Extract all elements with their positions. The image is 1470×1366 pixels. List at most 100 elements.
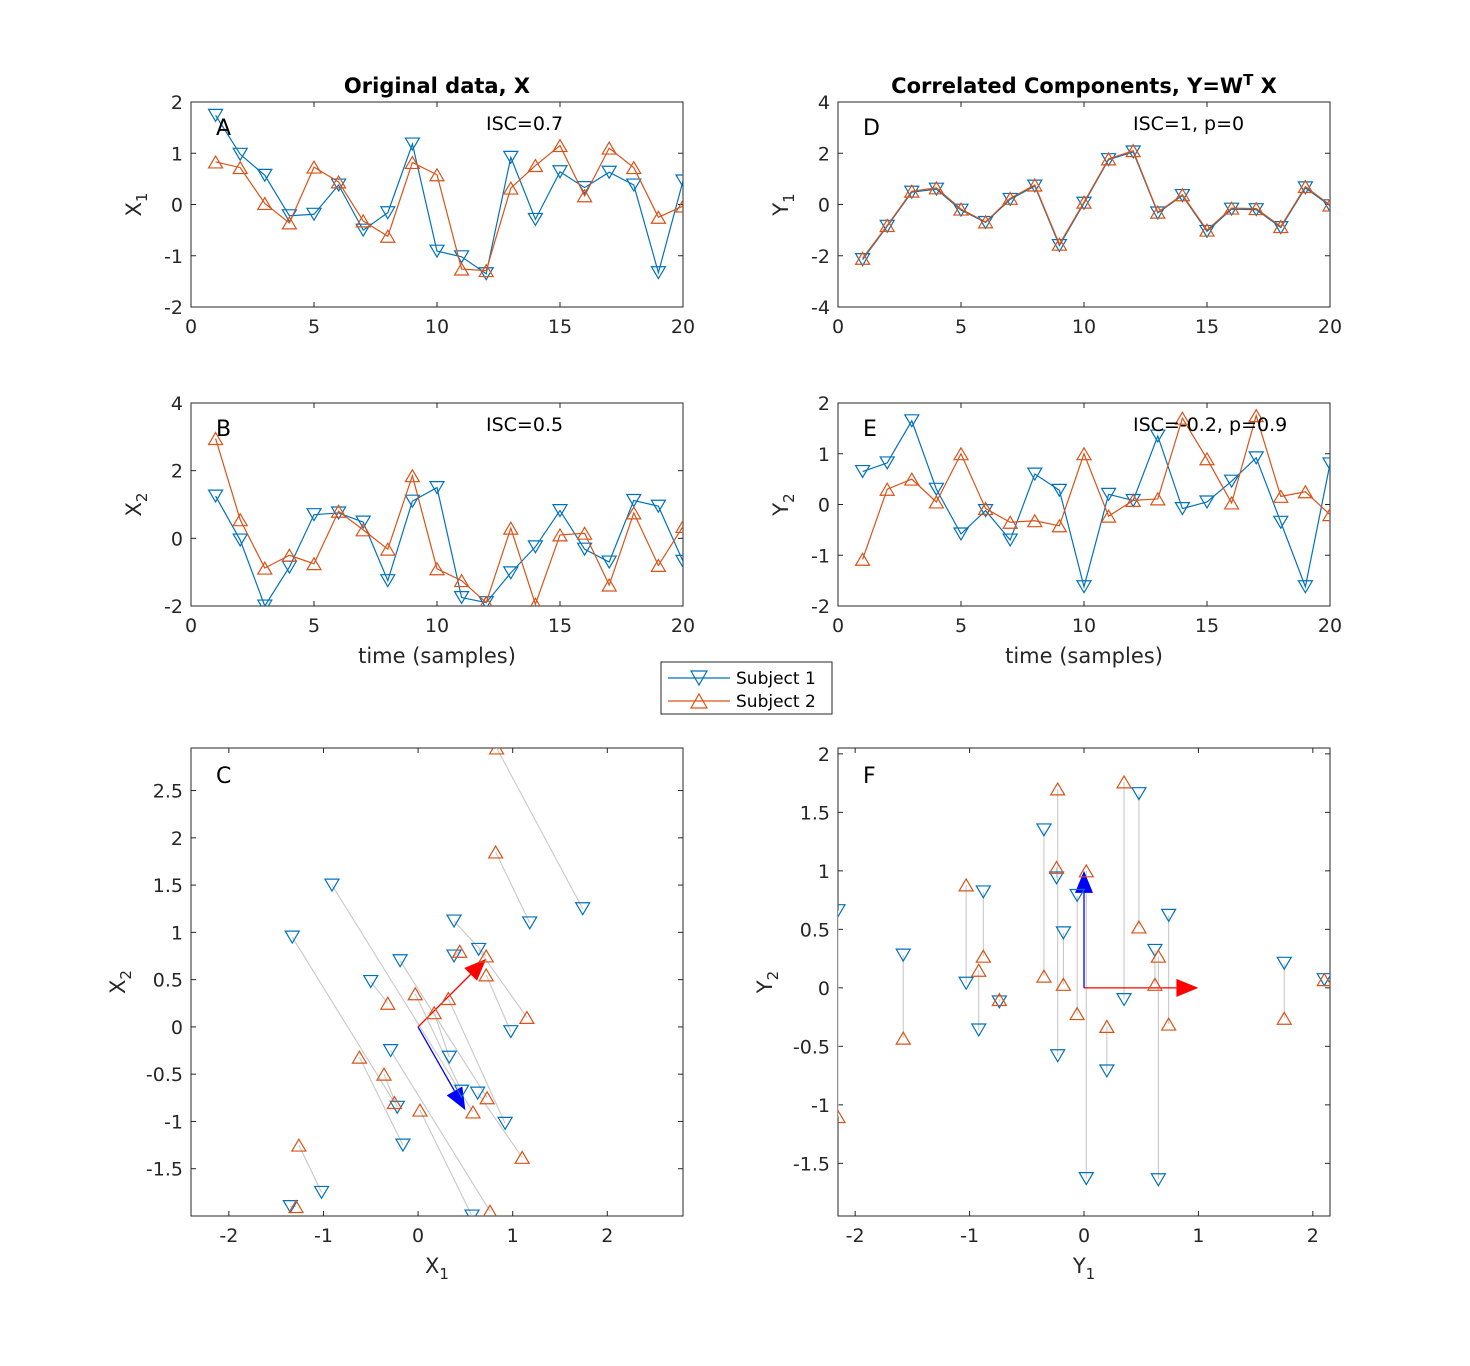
data-point-subject2 [975,949,992,963]
ytick-label-F: 1 [818,861,830,883]
data-point [207,108,224,123]
data-point-subject1 [469,1086,486,1101]
ytick-label-E: -2 [811,596,830,618]
xtick-label-E: 5 [955,615,967,637]
data-point [1002,191,1019,205]
data-point [1198,224,1216,239]
data-point [854,251,871,265]
data-point [1174,502,1191,516]
data-point-subject2 [1146,977,1163,991]
data-point [207,489,224,504]
data-point-subject2 [1035,969,1052,983]
xtick-label-A: 0 [185,316,197,338]
xtick-label-D: 10 [1072,316,1096,338]
data-point [1075,446,1093,461]
xtick-label-A: 15 [548,316,572,338]
data-point-subject2 [1116,774,1133,789]
data-point [502,566,519,580]
data-point [355,522,372,537]
data-point [977,214,994,229]
xtick-label-A: 20 [671,316,695,338]
data-point [207,431,224,446]
data-point [355,223,372,238]
data-point [1100,151,1117,166]
ytick-label-F: -1 [811,1095,830,1117]
data-point [232,160,249,175]
data-point [527,540,544,554]
chart-title-D: Correlated Components, Y=WT X [891,71,1277,98]
data-point [256,599,273,606]
data-point-subject1 [1098,1064,1115,1079]
ytick-label-D: -4 [811,297,830,319]
xtick-label-F: 2 [1307,1225,1319,1247]
data-point-subject2 [440,991,457,1006]
ytick-label-F: 1.5 [800,802,830,824]
data-point-subject2 [958,877,975,892]
data-point-subject2 [483,1204,497,1216]
panel-letter-A: A [216,116,231,141]
data-point [1051,483,1068,498]
ytick-label-C: 1 [171,922,183,944]
data-point-subject2 [1078,863,1095,878]
ytick-label-D: -2 [811,246,830,268]
data-point [1223,200,1240,215]
data-point-subject1 [453,1084,470,1099]
data-point-subject2 [478,948,495,963]
data-point [576,188,593,203]
data-point-subject1 [284,930,301,945]
axes-box-B [190,402,684,607]
data-point [232,533,249,548]
panel-F: -2 -1 0 1 2 -1.5 -1 -0.5 0 0.5 1 1.5 2 F Y1 Y2 [753,744,1331,1283]
xtick-label-F: 1 [1192,1225,1204,1247]
series-line-1 [862,419,1330,590]
data-point [480,595,493,606]
data-point [305,556,323,571]
red-arrow-head [464,958,487,981]
data-point [576,542,593,557]
data-point [330,178,347,193]
axes-box-C [190,747,684,1217]
data-point [854,552,871,566]
data-point [256,168,273,183]
data-point-subject2 [1048,860,1065,874]
data-point [404,155,421,170]
data-point [1248,408,1265,423]
data-point-subject2 [407,986,424,1001]
series-line-2 [215,144,683,272]
data-point [1075,580,1093,594]
data-point-subject1 [392,954,409,968]
data-point [650,499,667,514]
data-point [551,138,569,153]
data-point-subject2 [426,1005,443,1020]
ytick-label-C: -1.5 [146,1159,183,1181]
xtick-label-C: 1 [507,1225,519,1247]
xtick-label-A: 10 [425,316,449,338]
data-point [232,147,249,162]
data-point-subject1 [1048,871,1065,886]
data-point [404,137,421,152]
data-point-subject2 [411,1102,429,1117]
data-point-subject1 [895,948,912,963]
panel-letter-D: D [863,116,880,141]
data-point [674,198,683,213]
legend-entry-subject1: Subject 1 [668,669,816,689]
data-point [674,519,683,534]
y-axis-label-F: Y2 [753,971,782,994]
data-point [952,527,970,542]
data-point [502,180,519,195]
data-point [453,590,470,605]
xtick-label-B: 5 [308,615,320,637]
data-point-subject2 [478,967,495,982]
data-point [952,446,970,461]
data-point [530,597,541,606]
legend-label-subject2: Subject 2 [736,692,816,712]
data-point [379,229,396,243]
series-E-2 [854,408,1330,566]
data-point [1297,484,1314,499]
data-point [1149,429,1166,444]
blue-arrow-head [446,1086,466,1111]
data-point-subject2 [1069,1006,1086,1021]
data-point [674,174,683,189]
data-point [903,184,920,198]
data-point [404,494,421,509]
